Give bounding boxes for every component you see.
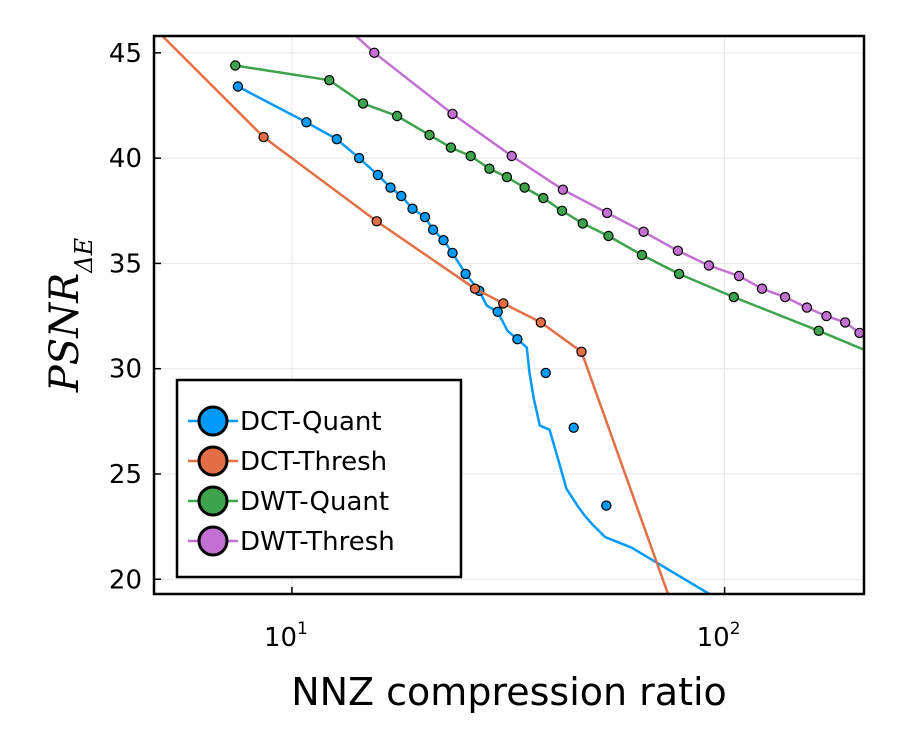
data-point-dwt-quant — [556, 205, 568, 216]
x-axis-title: NNZ compression ratio — [291, 670, 727, 714]
data-point-dct-quant — [427, 224, 439, 235]
series-line-dwt-thresh — [354, 36, 861, 334]
data-point-dwt-quant — [728, 291, 740, 303]
y-tick-label: 25 — [109, 460, 142, 490]
data-point-dwt-quant — [603, 230, 614, 242]
data-point-dct-quant — [372, 169, 384, 181]
data-point-dct-thresh — [498, 298, 509, 309]
x-tick-exponent: 2 — [730, 619, 741, 639]
data-point-dwt-quant — [465, 150, 476, 162]
data-point-dwt-thresh — [369, 47, 380, 59]
data-point-dwt-quant — [424, 129, 435, 141]
data-point-dct-quant — [601, 500, 612, 511]
legend-marker-dct-thresh — [197, 445, 229, 477]
series-dct-quant — [232, 81, 710, 594]
y-axis-title-main: PSNR — [42, 273, 88, 393]
data-point-dwt-quant — [813, 325, 824, 336]
data-point-dwt-thresh — [840, 317, 851, 328]
data-point-dwt-thresh — [821, 310, 832, 322]
series-line-dct-thresh — [160, 36, 670, 594]
data-point-dwt-thresh — [703, 260, 715, 271]
legend-marker-dwt-thresh — [197, 525, 229, 557]
data-point-dwt-quant — [673, 268, 685, 280]
legend: DCT-Quant DCT-Thresh DWT-Quant DWT-Thresh — [175, 378, 463, 579]
data-point-dwt-quant — [445, 142, 457, 153]
series-dwt-thresh — [354, 36, 864, 339]
data-point-dct-quant — [438, 234, 449, 246]
y-tick-label: 40 — [109, 144, 142, 174]
y-tick-label: 20 — [109, 565, 142, 595]
data-point-dwt-thresh — [557, 184, 569, 195]
data-point-dct-quant — [419, 211, 431, 223]
legend-marker-dwt-quant — [197, 485, 229, 517]
data-point-dct-thresh — [535, 317, 547, 328]
data-point-dwt-quant — [324, 74, 335, 86]
legend-label-dwt-quant: DWT-Quant — [240, 487, 389, 517]
data-point-dwt-thresh — [801, 302, 813, 313]
data-point-dwt-quant — [636, 249, 648, 261]
data-point-dct-quant — [396, 190, 407, 202]
data-point-dwt-quant — [391, 110, 403, 122]
legend-label-dct-quant: DCT-Quant — [240, 407, 382, 437]
data-point-dct-quant — [407, 203, 418, 214]
data-point-dwt-quant — [230, 60, 241, 71]
y-axis-title: PSNRΔE — [42, 237, 98, 393]
data-point-dct-quant — [447, 247, 458, 259]
data-point-dct-thresh — [258, 131, 269, 143]
x-tick-base: 10 — [697, 623, 730, 653]
data-point-dct-quant — [540, 367, 551, 379]
x-tick-label: 102 — [697, 619, 741, 653]
y-tick-label: 45 — [109, 39, 142, 69]
data-point-dct-quant — [385, 182, 396, 193]
data-point-dwt-quant — [519, 182, 530, 193]
data-point-dwt-thresh — [447, 108, 458, 120]
data-point-dwt-thresh — [672, 245, 684, 256]
data-point-dct-quant — [353, 152, 365, 164]
data-point-dct-quant — [568, 422, 579, 433]
data-point-dct-quant — [232, 81, 244, 92]
y-axis-title-subscript: ΔE — [70, 237, 98, 273]
data-point-dct-thresh — [469, 283, 481, 294]
data-point-dwt-thresh — [854, 327, 864, 339]
data-point-dct-quant — [512, 334, 523, 345]
legend-label-dct-thresh: DCT-Thresh — [240, 447, 387, 477]
series-dct-thresh — [160, 36, 670, 594]
svg-text:PSNRΔE: PSNRΔE — [42, 237, 98, 393]
data-point-dwt-thresh — [733, 270, 745, 282]
y-tick-label: 35 — [109, 249, 142, 279]
data-point-dwt-thresh — [756, 283, 768, 294]
data-point-dct-quant — [492, 306, 503, 317]
x-tick-label: 101 — [264, 619, 308, 653]
data-point-dct-quant — [460, 268, 471, 280]
x-tick-exponent: 1 — [297, 619, 308, 639]
data-point-dwt-quant — [484, 163, 495, 174]
data-point-dwt-quant — [501, 171, 513, 183]
x-tick-base: 10 — [264, 623, 297, 653]
data-point-dwt-quant — [357, 98, 369, 109]
data-point-dct-thresh — [371, 216, 382, 227]
data-point-dwt-thresh — [506, 150, 517, 162]
data-point-dct-thresh — [576, 346, 587, 357]
plot-frame — [152, 34, 866, 596]
data-point-dwt-thresh — [601, 207, 613, 219]
legend-label-dwt-thresh: DWT-Thresh — [240, 527, 395, 557]
data-point-dwt-quant — [538, 192, 549, 204]
data-point-dwt-quant — [577, 218, 588, 229]
series-dwt-quant — [230, 60, 864, 351]
data-point-dwt-thresh — [779, 291, 791, 303]
data-point-dwt-thresh — [638, 226, 649, 237]
data-point-dct-quant — [331, 133, 342, 145]
legend-marker-dct-quant — [197, 405, 229, 437]
y-tick-label: 30 — [109, 355, 142, 385]
data-point-dct-quant — [301, 117, 312, 128]
series-layer — [160, 36, 864, 594]
